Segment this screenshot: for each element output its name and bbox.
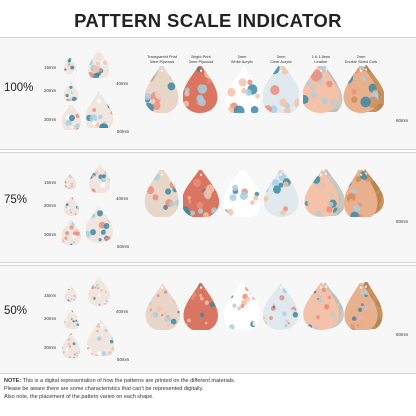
size-preview-drop (88, 277, 110, 306)
material-header: 3mm White Acrylic (230, 54, 254, 64)
size-label: 40mm (116, 81, 129, 86)
size-label: 50mm (117, 129, 130, 134)
size-preview-drop (64, 197, 79, 216)
material-sample-drop (183, 283, 219, 330)
size-preview-drop (62, 220, 81, 245)
size-preview-drop (64, 173, 77, 189)
size-label: 50mm (117, 244, 130, 249)
size-label: 20mm (44, 88, 57, 93)
material-sample-drop (263, 170, 299, 217)
size-preview-drop (64, 286, 77, 302)
note-line-2: Please be aware there are some character… (4, 386, 204, 393)
material-sample-drop (224, 66, 260, 113)
scale-percent-label: 100% (4, 82, 34, 94)
page-title: PATTERN SCALE INDICATOR (74, 10, 342, 31)
size-label: 15mm (44, 293, 57, 298)
note-label: NOTE: (4, 378, 22, 384)
scale-row-75: 75% 15mm 20mm 30mm 40mm 50mm 60mm (0, 152, 416, 263)
material-size-label: 60mm (396, 332, 409, 337)
material-sample-drop (303, 66, 339, 113)
material-sample-drop (303, 283, 339, 330)
size-label: 20mm (44, 316, 57, 321)
material-sample-drop (183, 170, 219, 217)
size-label: 30mm (44, 232, 57, 237)
scale-row-50: 50% 15mm 20mm 30mm 40mm 50mm 60mm (0, 265, 416, 374)
note-line-1: This is a digital representation of how … (22, 378, 236, 384)
size-preview-drop (86, 91, 114, 128)
material-sample-drop (303, 170, 339, 217)
scale-percent-label: 50% (4, 305, 28, 317)
material-header: 3mm Clear Acrylic (270, 54, 292, 64)
size-preview-drop (64, 310, 79, 329)
size-preview-drop (88, 49, 110, 78)
scale-row-100: 100% 15mm 20mm 30mm 40mm 50mm Transparent Prin… (0, 37, 416, 150)
size-preview-drop (62, 105, 81, 130)
size-label: 20mm (44, 203, 57, 208)
note-line-3: Also note, the placement of the pattern … (4, 394, 154, 401)
scale-percent-label: 75% (4, 194, 28, 206)
material-header: Bright Print 3mm Plywood (188, 54, 214, 64)
size-preview-drop (86, 206, 114, 243)
material-sample-drop (144, 170, 180, 217)
size-preview-drop (62, 333, 81, 358)
size-label: 40mm (116, 196, 129, 201)
size-label: 15mm (44, 65, 57, 70)
material-sample-drop (144, 283, 180, 330)
size-preview-drop (88, 164, 110, 193)
size-label: 30mm (44, 345, 57, 350)
size-preview-drop (64, 82, 79, 101)
material-sample-drop (183, 66, 219, 113)
size-label: 30mm (44, 117, 57, 122)
material-sample-drop (343, 283, 379, 330)
material-sample-drop (224, 170, 260, 217)
material-sample-drop (343, 66, 379, 113)
material-sample-drop (224, 283, 260, 330)
material-sample-drop (144, 66, 180, 113)
size-preview-drop (86, 319, 114, 356)
size-label: 40mm (116, 309, 129, 314)
material-header: Transparent Print 3mm Plywood (147, 54, 177, 64)
material-header: 2mm Double Sided Cork (344, 54, 378, 64)
size-preview-drop (64, 58, 77, 74)
note: NOTE: This is a digital representation o… (4, 377, 412, 402)
material-size-label: 60mm (396, 118, 409, 123)
size-label: 15mm (44, 180, 57, 185)
material-sample-drop (263, 66, 299, 113)
size-label: 50mm (117, 357, 130, 362)
material-header: 1.6-1.8mm Leather (311, 54, 331, 64)
material-sample-drop (343, 170, 379, 217)
material-sample-drop (263, 283, 299, 330)
material-size-label: 60mm (396, 219, 409, 224)
